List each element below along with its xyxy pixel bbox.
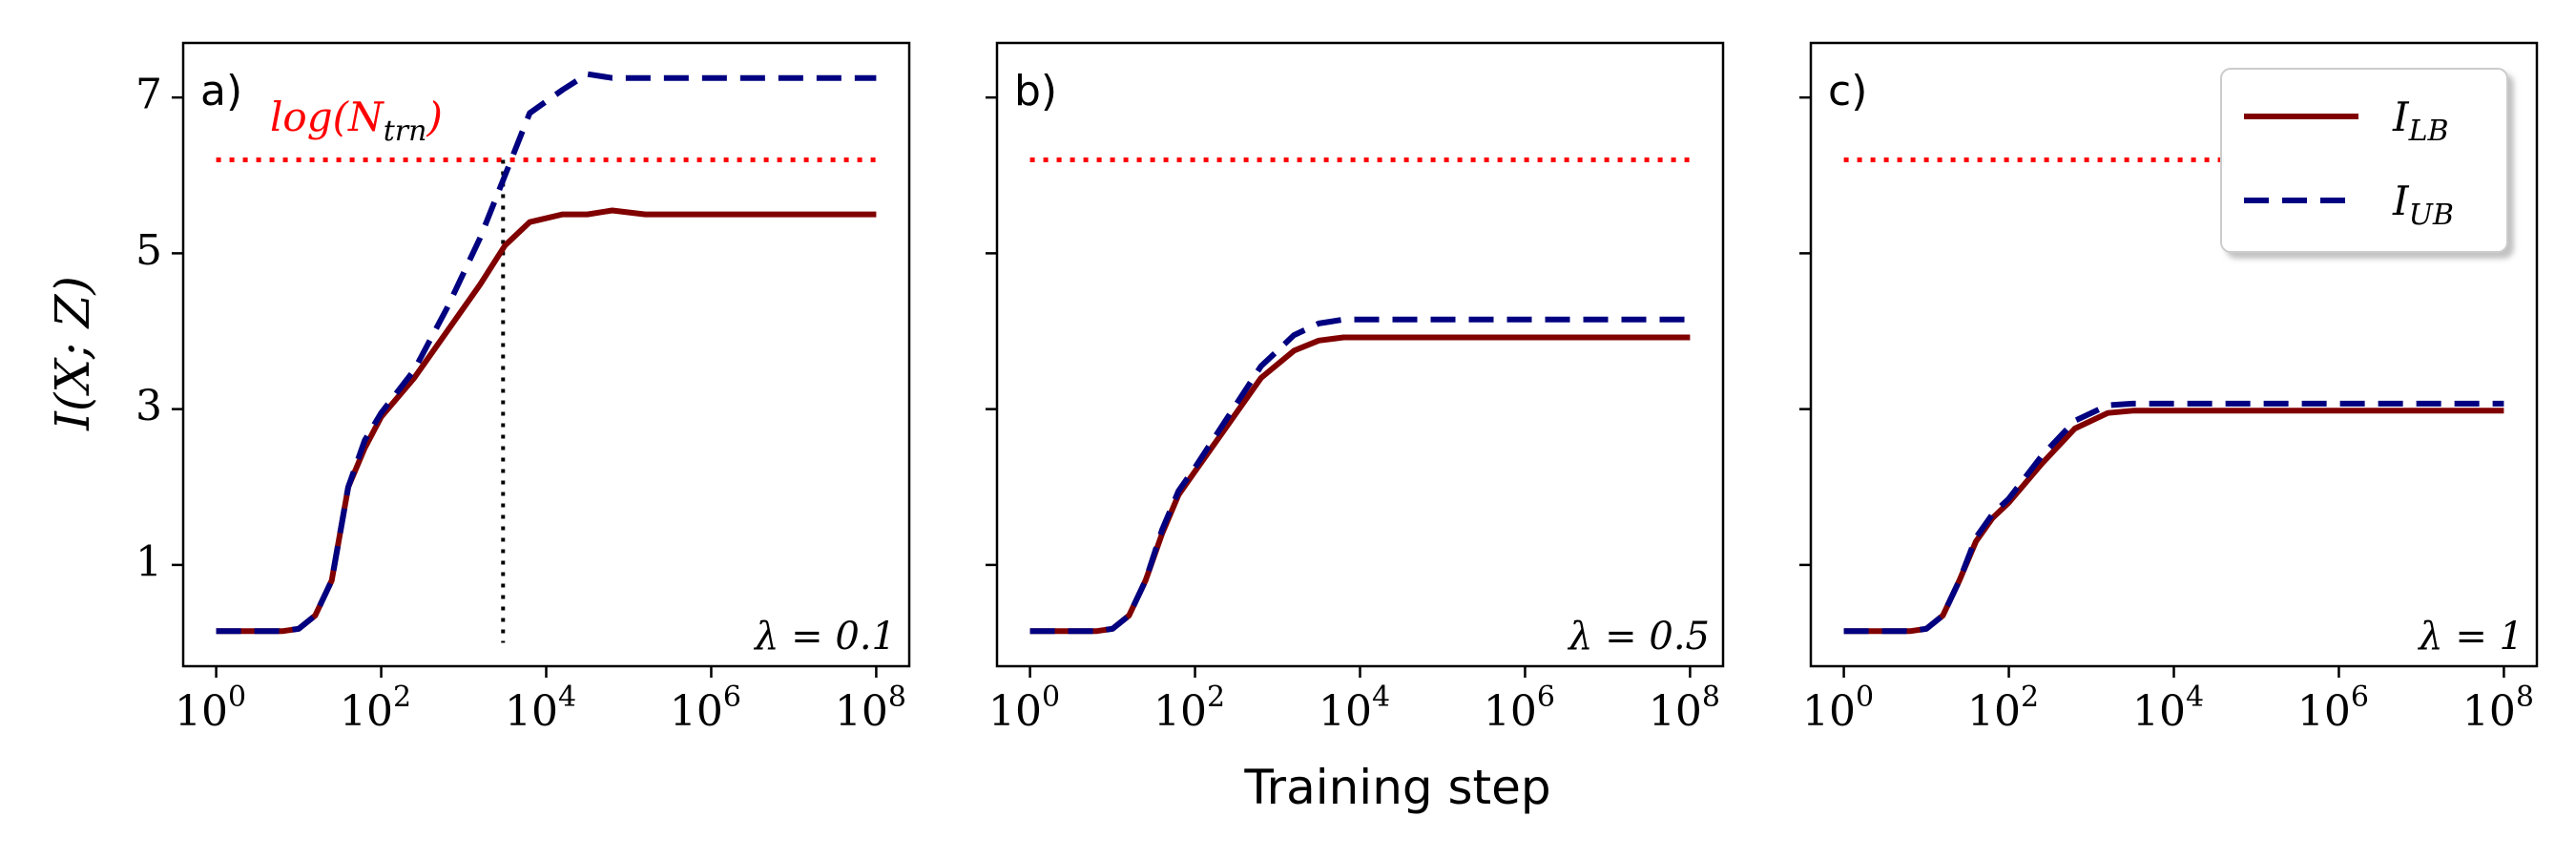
x-axis-label: Training step <box>1243 760 1550 815</box>
x-tick-label-8-c: 108 <box>2462 681 2534 736</box>
series-i-lb-b <box>1029 334 1691 635</box>
series-i-lb-a <box>216 207 877 635</box>
x-tick-label-8-b: 108 <box>1649 681 1720 736</box>
lambda-annotation-a: λ = 0.1 <box>753 615 896 659</box>
panel-b: 100 102 104 106 108 b) λ = 0.5 <box>986 41 1725 736</box>
x-tick-label-6-c: 106 <box>2297 681 2369 736</box>
legend-label-iub: IUB <box>2392 178 2454 232</box>
x-tick-label-2-b: 102 <box>1153 681 1225 736</box>
panel-a: 1 3 5 7 100 102 104 106 108 a) λ = 0.1 <box>135 41 911 736</box>
x-tick-label-4-b: 104 <box>1319 681 1390 736</box>
x-tick-label-0-c: 100 <box>1802 681 1874 736</box>
legend-box <box>2220 68 2508 253</box>
lambda-annotation-c: λ = 1 <box>2417 615 2524 659</box>
y-tick-label-3: 3 <box>135 382 162 430</box>
panel-label-c: c) <box>1828 67 1867 115</box>
series-i-ub-c <box>1843 400 2504 635</box>
y-tick-label-5: 5 <box>135 226 162 275</box>
panel-label-a: a) <box>200 67 242 115</box>
series-i-ub-b <box>1029 316 1691 635</box>
x-tick-label-6-b: 106 <box>1484 681 1555 736</box>
x-tick-label-8-a: 108 <box>835 681 906 736</box>
panel-label-b: b) <box>1014 67 1057 115</box>
x-tick-label-4-c: 104 <box>2132 681 2204 736</box>
legend: ILB IUB <box>2220 68 2508 253</box>
series-i-ub-a <box>216 71 877 635</box>
axes-frame-b <box>995 41 1725 668</box>
y-tick-label-7: 7 <box>135 71 162 119</box>
y-axis-label-text: I(X; Z) <box>45 276 100 431</box>
x-tick-label-2-c: 102 <box>1967 681 2039 736</box>
ref-line-label: log(Ntrn) <box>270 94 443 148</box>
x-tick-label-2-a: 102 <box>340 681 411 736</box>
legend-label-ilb: ILB <box>2392 94 2449 148</box>
x-tick-label-4-a: 104 <box>505 681 576 736</box>
x-tick-label-0-a: 100 <box>175 681 246 736</box>
series-i-lb-c <box>1843 408 2504 635</box>
y-axis-label: I(X; Z) <box>45 276 100 431</box>
y-tick-label-1: 1 <box>135 537 162 586</box>
lambda-annotation-b: λ = 0.5 <box>1567 615 1710 659</box>
x-tick-label-6-a: 106 <box>670 681 741 736</box>
x-tick-label-0-b: 100 <box>988 681 1060 736</box>
